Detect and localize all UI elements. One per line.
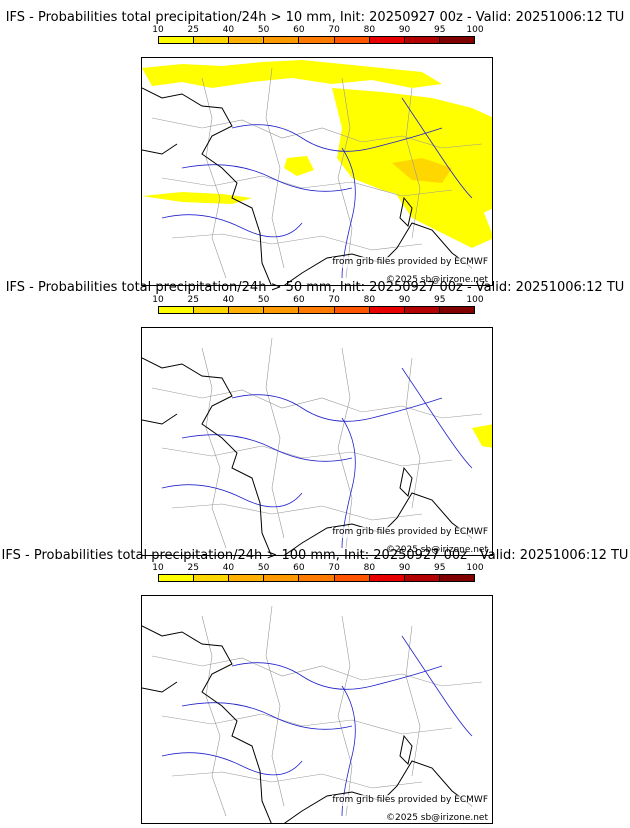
colorbar-segment (369, 37, 405, 43)
precip-area-north (142, 60, 442, 88)
colorbar-segment (264, 37, 300, 43)
precip-core-alps (392, 158, 452, 183)
colorbar-tick-label: 60 (293, 295, 305, 305)
coastline (142, 87, 473, 285)
precip-area-sw (142, 192, 252, 204)
source-credit: from grib files provided by ECMWF (332, 795, 488, 806)
precip-area-east (332, 88, 492, 218)
colorbar-tick-label: 70 (328, 25, 340, 35)
colorbar (158, 574, 475, 582)
panel-title: IFS - Probabilities total precipitation/… (1, 548, 629, 563)
colorbar-tick-label: 100 (466, 563, 484, 573)
colorbar-tick-label: 80 (363, 563, 376, 573)
map-panel-100mm: IFS - Probabilities total precipitation/… (0, 548, 630, 824)
colorbar-tick-label: 100 (466, 25, 484, 35)
colorbar-tick-label: 95 (434, 295, 446, 305)
colorbar-segment (369, 575, 405, 581)
colorbar-tick-label: 80 (363, 295, 376, 305)
colorbar-segment (439, 307, 474, 313)
borders (151, 605, 483, 817)
colorbar-tick-label: 10 (152, 563, 164, 573)
colorbar-tick-label: 50 (257, 25, 270, 35)
coastline (142, 357, 473, 555)
rivers (161, 367, 473, 549)
borders (151, 337, 483, 549)
colorbar-segment (229, 37, 265, 43)
forecast-map: from grib files provided by ECMWF ©2025 … (141, 595, 493, 824)
colorbar-segment (194, 307, 230, 313)
colorbar-segment (229, 307, 265, 313)
colorbar-tick-label: 60 (293, 563, 305, 573)
colorbar-segment (264, 575, 300, 581)
colorbar (158, 36, 475, 44)
colorbar-segment (404, 575, 440, 581)
colorbar-tick-label: 10 (152, 295, 164, 305)
colorbar-tick-label: 90 (398, 563, 411, 573)
colorbar-tick-label: 90 (398, 295, 411, 305)
colorbar-segment (159, 37, 195, 43)
colorbar-tick-label: 40 (222, 295, 235, 305)
rivers (161, 635, 473, 817)
precip-overlay (142, 60, 492, 248)
colorbar (158, 306, 475, 314)
colorbar-tick-label: 25 (187, 25, 199, 35)
colorbar-tick-label: 25 (187, 563, 199, 573)
colorbar-segment (299, 575, 335, 581)
colorbar-tick-label: 70 (328, 295, 340, 305)
colorbar-tick-label: 95 (434, 563, 446, 573)
colorbar-tick-label: 100 (466, 295, 484, 305)
forecast-map: from grib files provided by ECMWF ©2025 … (141, 57, 493, 286)
colorbar-segment (229, 575, 265, 581)
colorbar-segment (194, 37, 230, 43)
forecast-map: from grib files provided by ECMWF ©2025 … (141, 327, 493, 556)
colorbar-ticks: 10 25 40 50 60 70 80 90 95 100 (152, 25, 483, 36)
colorbar-segment (404, 307, 440, 313)
colorbar-tick-label: 90 (398, 25, 411, 35)
colorbar-tick-label: 25 (187, 295, 199, 305)
colorbar-tick-label: 50 (257, 563, 270, 573)
colorbar-segment (159, 575, 195, 581)
colorbar-ticks: 10 25 40 50 60 70 80 90 95 100 (152, 295, 483, 306)
colorbar-segment (439, 575, 474, 581)
copyright-credit: ©2025 sb@irizone.net (386, 545, 488, 555)
colorbar-segment (334, 307, 370, 313)
borders (151, 67, 483, 279)
colorbar-segment (194, 575, 230, 581)
colorbar-tick-label: 40 (222, 25, 235, 35)
precip-area-se (472, 424, 492, 448)
colorbar-tick-label: 70 (328, 563, 340, 573)
colorbar-segment (439, 37, 474, 43)
coastline (142, 625, 473, 823)
precip-overlay (472, 424, 492, 448)
colorbar-segment (159, 307, 195, 313)
colorbar-ticks: 10 25 40 50 60 70 80 90 95 100 (152, 563, 483, 574)
colorbar-segment (299, 307, 335, 313)
colorbar-segment (264, 307, 300, 313)
colorbar-segment (369, 307, 405, 313)
colorbar-tick-label: 95 (434, 25, 446, 35)
precip-area-mid (284, 156, 314, 176)
panel-title: IFS - Probabilities total precipitation/… (5, 280, 625, 295)
colorbar-segment (404, 37, 440, 43)
colorbar-segment (299, 37, 335, 43)
map-panel-10mm: IFS - Probabilities total precipitation/… (0, 10, 630, 286)
colorbar-tick-label: 60 (293, 25, 305, 35)
source-credit: from grib files provided by ECMWF (332, 257, 488, 268)
colorbar-tick-label: 40 (222, 563, 235, 573)
copyright-credit: ©2025 sb@irizone.net (386, 275, 488, 285)
map-svg (142, 605, 483, 823)
colorbar-segment (334, 575, 370, 581)
colorbar-segment (334, 37, 370, 43)
panel-title: IFS - Probabilities total precipitation/… (5, 10, 625, 25)
colorbar-tick-label: 80 (363, 25, 376, 35)
copyright-credit: ©2025 sb@irizone.net (386, 813, 488, 823)
rivers (161, 97, 473, 279)
colorbar-tick-label: 50 (257, 295, 270, 305)
precip-area-se (392, 188, 492, 248)
map-svg (142, 60, 492, 285)
map-svg (142, 337, 492, 555)
source-credit: from grib files provided by ECMWF (332, 527, 488, 538)
colorbar-tick-label: 10 (152, 25, 164, 35)
map-panel-50mm: IFS - Probabilities total precipitation/… (0, 280, 630, 556)
